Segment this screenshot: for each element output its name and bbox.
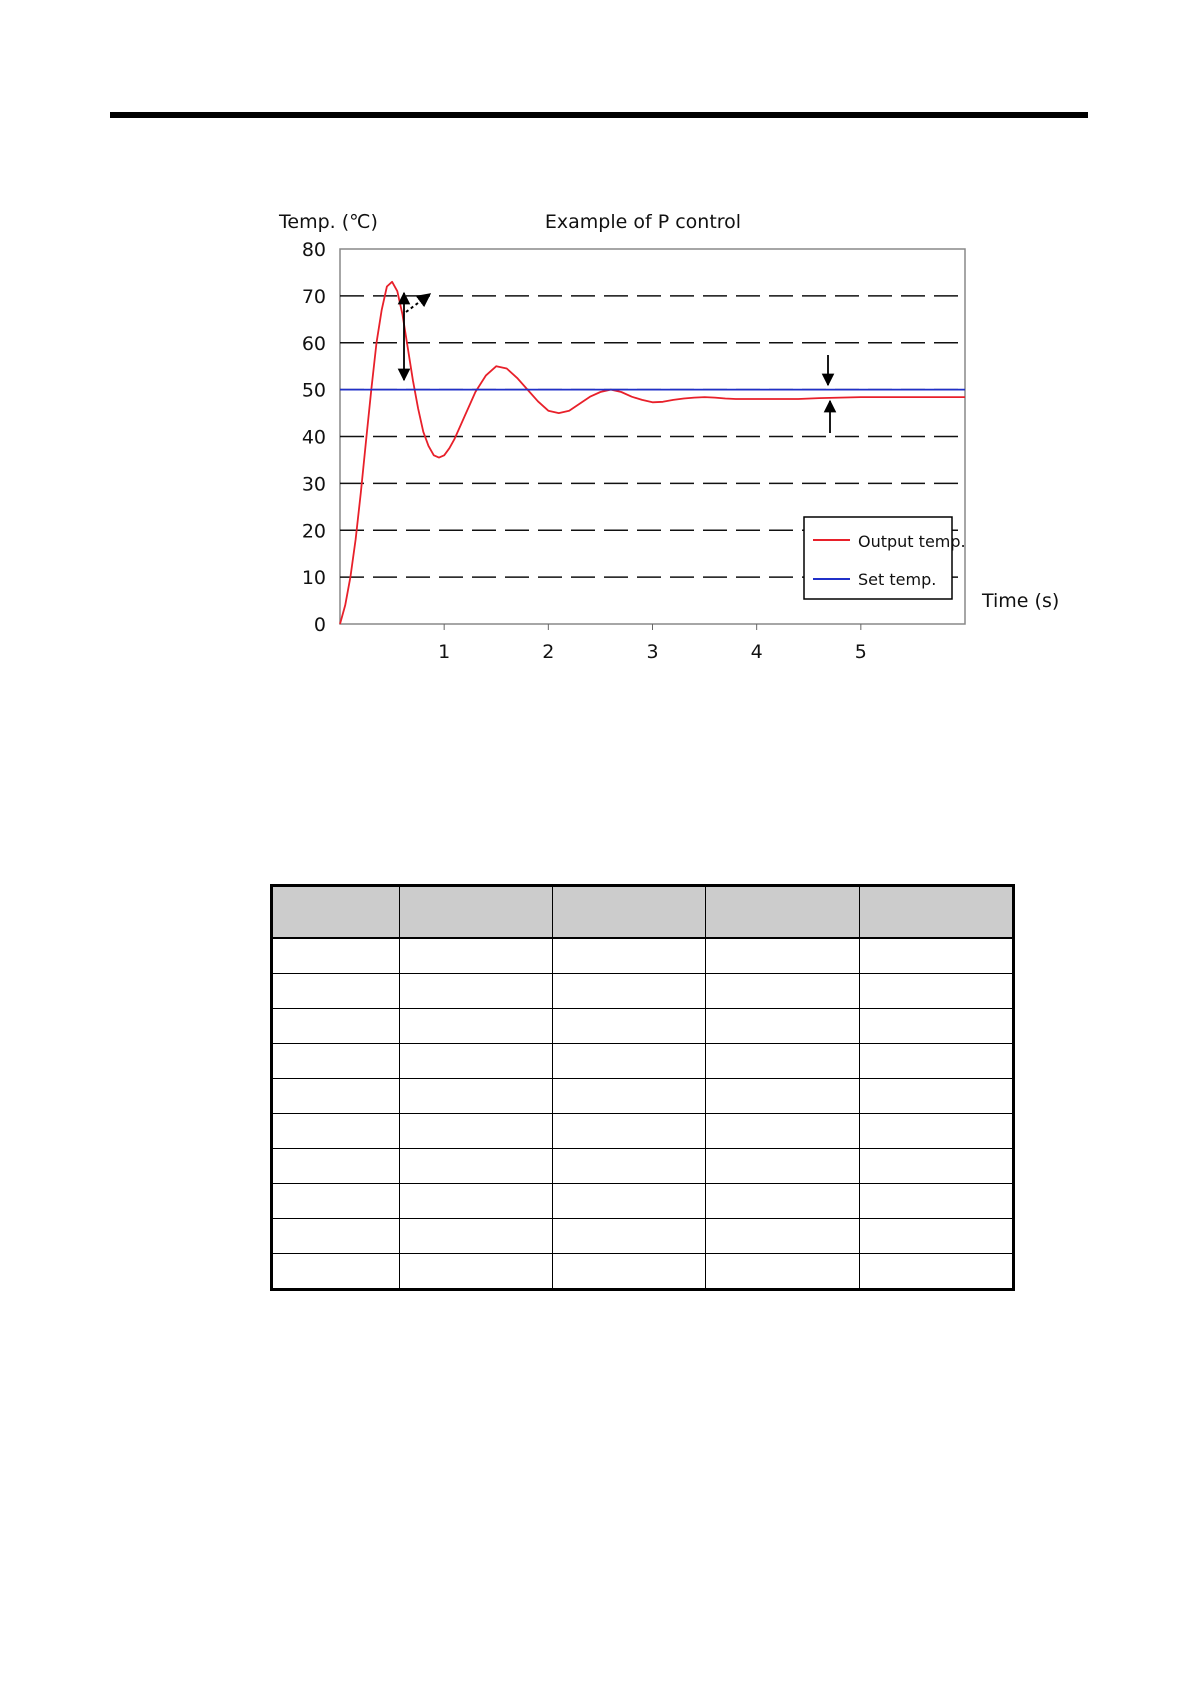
legend-label-output: Output temp.: [858, 532, 966, 551]
table-cell: [399, 1253, 553, 1290]
table-header-cell: [552, 885, 706, 939]
x-tick-labels: 1 2 3 4 5: [438, 624, 867, 663]
table-cell: [705, 1043, 860, 1079]
table-cell: [552, 1113, 706, 1149]
table-cell: [859, 1148, 1014, 1184]
y-tick-label: 20: [302, 520, 326, 542]
table-cell: [705, 1183, 860, 1219]
table-cell: [271, 1183, 400, 1219]
table-cell: [271, 1043, 400, 1079]
x-tick-label: 2: [542, 641, 554, 663]
table-header-cell: [399, 885, 553, 939]
table-cell: [859, 1078, 1014, 1114]
table-cell: [271, 1148, 400, 1184]
table-header-row: [271, 885, 1014, 939]
table-cell: [705, 1218, 860, 1254]
table-cell: [859, 1113, 1014, 1149]
table-cell: [859, 1183, 1014, 1219]
table-cell: [552, 1218, 706, 1254]
x-axis-label: Time (s): [981, 590, 1059, 612]
table-cell: [552, 937, 706, 974]
table-cell: [399, 1113, 553, 1149]
table-cell: [271, 1253, 400, 1290]
x-tick-label: 3: [646, 641, 658, 663]
table-cell: [859, 1043, 1014, 1079]
table-row: [271, 1183, 1014, 1219]
table-cell: [705, 973, 860, 1009]
chart-title: Example of P control: [545, 211, 741, 233]
table-cell: [859, 1008, 1014, 1044]
y-tick-label: 0: [314, 614, 326, 636]
y-tick-label: 80: [302, 239, 326, 261]
table-cell: [399, 1148, 553, 1184]
table-cell: [399, 1078, 553, 1114]
table-cell: [271, 973, 400, 1009]
table-header-cell: [859, 885, 1014, 939]
table-row: [271, 1218, 1014, 1254]
y-tick-label: 70: [302, 286, 326, 308]
legend-label-set: Set temp.: [858, 570, 936, 589]
y-tick-label: 30: [302, 473, 326, 495]
p-control-chart: 0 10 20 30 40 50 60 70 80 1 2 3 4 5 Example of P con…: [278, 211, 1059, 663]
table-cell: [271, 1113, 400, 1149]
table-row: [271, 1113, 1014, 1149]
table-cell: [552, 1008, 706, 1044]
table-row: [271, 973, 1014, 1009]
overshoot-arrows: [397, 291, 432, 382]
table-cell: [705, 1078, 860, 1114]
offset-arrows: [821, 355, 837, 433]
table-row: [271, 1008, 1014, 1044]
y-tick-label: 40: [302, 427, 326, 449]
y-tick-label: 10: [302, 567, 326, 589]
table-cell: [552, 1148, 706, 1184]
peak-arrow: [405, 293, 432, 313]
table-cell: [399, 1008, 553, 1044]
table-cell: [705, 937, 860, 974]
table-header-cell: [705, 885, 860, 939]
table-cell: [859, 1253, 1014, 1290]
table-cell: [705, 1008, 860, 1044]
legend: Output temp. Set temp.: [803, 516, 966, 600]
table-cell: [552, 1253, 706, 1290]
table-cell: [552, 973, 706, 1009]
table-cell: [399, 937, 553, 974]
legend-box: [803, 516, 953, 600]
y-tick-label: 50: [302, 380, 326, 402]
table-cell: [859, 1218, 1014, 1254]
y-tick-label: 60: [302, 333, 326, 355]
y-tick-labels: 0 10 20 30 40 50 60 70 80: [302, 239, 326, 636]
x-tick-label: 5: [855, 641, 867, 663]
y-axis-label: Temp. (℃): [278, 211, 378, 233]
table-row: [271, 1148, 1014, 1184]
table-cell: [271, 937, 400, 974]
table-row: [271, 1043, 1014, 1079]
table-row: [271, 1253, 1014, 1290]
table-cell: [271, 1008, 400, 1044]
table-cell: [705, 1148, 860, 1184]
table-cell: [859, 937, 1014, 974]
x-tick-label: 1: [438, 641, 450, 663]
table-cell: [705, 1253, 860, 1290]
header-rule: [110, 112, 1088, 118]
table-cell: [271, 1218, 400, 1254]
x-tick-label: 4: [751, 641, 763, 663]
table-row: [271, 937, 1014, 974]
chart-container: 0 10 20 30 40 50 60 70 80 1 2 3 4 5 Example of P con…: [0, 0, 1191, 700]
table-header-cell: [271, 885, 400, 939]
series-lines: [339, 280, 965, 625]
output-temp-line: [339, 280, 965, 625]
table-cell: [399, 1218, 553, 1254]
table-row: [271, 1078, 1014, 1114]
table-cell: [399, 1043, 553, 1079]
parameter-table: [270, 884, 1015, 1291]
table-cell: [705, 1113, 860, 1149]
table-cell: [552, 1078, 706, 1114]
table-cell: [552, 1043, 706, 1079]
table-cell: [399, 973, 553, 1009]
table-cell: [552, 1183, 706, 1219]
table-cell: [271, 1078, 400, 1114]
table-cell: [399, 1183, 553, 1219]
table-cell: [859, 973, 1014, 1009]
